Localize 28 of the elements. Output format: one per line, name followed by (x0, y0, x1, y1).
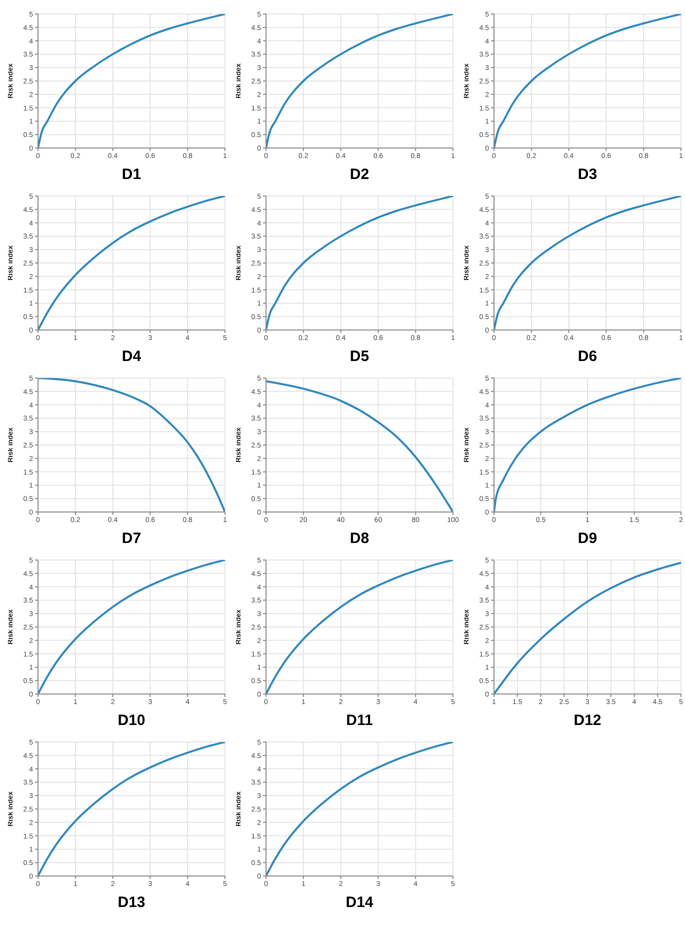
line-series (38, 742, 225, 876)
text: D6 (576, 348, 598, 365)
line-series (266, 560, 453, 694)
line-series (38, 560, 225, 694)
text: D13 (116, 894, 146, 911)
line-series (266, 14, 453, 148)
line-series (266, 742, 453, 876)
text: D1 (120, 166, 142, 183)
line-series (38, 196, 225, 330)
text: D12 (572, 712, 602, 729)
text: D2 (348, 166, 370, 183)
line-series (38, 378, 225, 512)
text: D10 (116, 712, 146, 729)
line-series (494, 196, 681, 330)
text: D9 (576, 530, 598, 547)
text: D5 (348, 348, 370, 365)
line-series (266, 196, 453, 330)
line-series (266, 380, 453, 512)
line-series (494, 378, 681, 512)
text: D7 (120, 530, 142, 547)
text: D3 (576, 166, 598, 183)
line-series (494, 562, 681, 694)
text: D14 (344, 894, 374, 911)
text: D11 (345, 712, 374, 729)
line-series (38, 14, 225, 148)
text: D8 (348, 530, 370, 547)
text: D4 (120, 348, 142, 365)
line-series (494, 14, 681, 148)
